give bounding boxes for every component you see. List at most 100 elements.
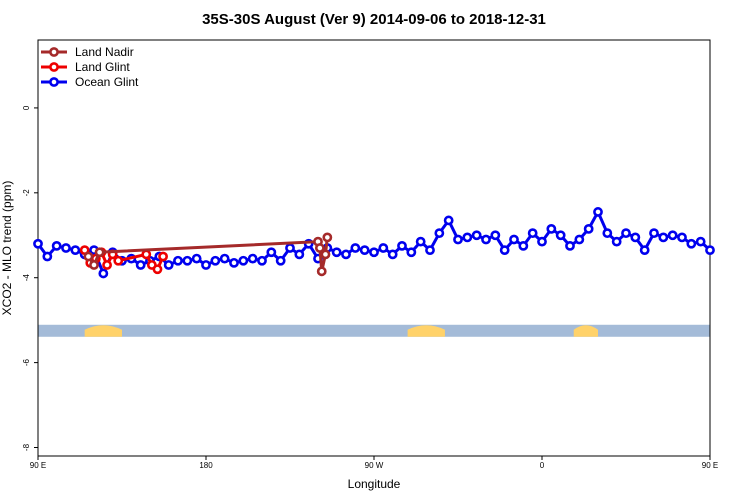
data-point — [593, 207, 603, 217]
data-point — [359, 245, 370, 256]
data-point — [89, 260, 99, 270]
x-tick-label: 90 E — [30, 461, 46, 470]
data-point — [406, 247, 417, 258]
data-point — [481, 234, 491, 245]
data-point — [397, 240, 407, 251]
data-point — [677, 232, 687, 243]
data-point — [415, 236, 426, 247]
data-point — [182, 255, 193, 266]
data-point — [583, 223, 594, 234]
data-point — [294, 249, 305, 260]
data-point — [113, 255, 124, 266]
data-point — [350, 243, 361, 253]
series-land-nadir — [83, 232, 333, 277]
data-point — [141, 249, 152, 260]
series-ocean-glint — [33, 207, 715, 279]
data-point — [33, 238, 43, 249]
data-point — [490, 230, 501, 241]
data-point — [320, 249, 331, 260]
data-point — [462, 232, 473, 243]
y-axis-label: XCO2 - MLO trend (ppm) — [0, 181, 14, 316]
data-point — [443, 215, 454, 226]
data-point — [434, 228, 445, 239]
data-point — [42, 251, 53, 262]
data-point — [201, 260, 211, 270]
legend-label: Ocean Glint — [75, 75, 139, 89]
data-point — [565, 240, 575, 251]
land-region — [573, 325, 598, 337]
data-point — [135, 260, 146, 270]
data-point — [574, 234, 585, 245]
y-tick-label: -6 — [22, 359, 31, 367]
x-axis-label: Longitude — [348, 477, 401, 491]
data-point — [658, 232, 669, 243]
legend-marker — [49, 62, 59, 72]
data-point — [316, 266, 327, 277]
data-point — [275, 255, 286, 266]
data-point — [695, 236, 706, 247]
data-point — [51, 240, 62, 251]
data-point — [163, 260, 174, 270]
data-point — [639, 245, 650, 256]
data-point — [630, 232, 641, 243]
data-point — [247, 253, 258, 264]
legend-item: Land Nadir — [41, 45, 134, 59]
data-point — [210, 255, 221, 266]
x-tick-label: 180 — [199, 461, 213, 470]
land-ocean-strip — [38, 324, 710, 337]
data-point — [705, 245, 715, 256]
data-point — [173, 255, 183, 266]
data-point — [537, 236, 547, 247]
data-point — [499, 245, 510, 256]
x-tick-label: 90 E — [702, 461, 718, 470]
data-point — [387, 249, 398, 260]
x-tick-label: 0 — [540, 461, 545, 470]
data-point — [238, 255, 249, 266]
ocean-band — [38, 324, 710, 337]
axis-ticks: 90 E 180 90 W 0 90 E 0 -2 -4 -6 -8 — [22, 105, 718, 470]
data-point — [527, 228, 538, 239]
data-point — [70, 245, 81, 256]
data-point — [378, 243, 389, 253]
data-point — [611, 236, 622, 247]
data-point — [649, 228, 659, 239]
data-point — [229, 257, 239, 268]
data-point — [314, 243, 325, 253]
data-point — [518, 240, 529, 251]
land-region — [407, 325, 445, 337]
data-point — [602, 228, 613, 239]
data-point — [266, 247, 277, 258]
chart-title: 35S-30S August (Ver 9) 2014-09-06 to 201… — [202, 11, 546, 28]
data-point — [102, 260, 112, 270]
series-layer — [33, 207, 715, 279]
data-point — [331, 247, 342, 258]
y-tick-label: -2 — [22, 189, 31, 197]
data-point — [621, 228, 631, 239]
data-point — [152, 264, 163, 275]
data-point — [158, 251, 168, 262]
legend-marker — [49, 47, 59, 57]
data-point — [83, 251, 94, 262]
data-point — [219, 253, 230, 264]
data-point — [471, 230, 482, 241]
y-tick-label: -8 — [22, 443, 31, 451]
data-point — [555, 230, 566, 241]
data-point — [285, 243, 295, 253]
data-point — [322, 232, 333, 243]
legend-item: Land Glint — [41, 60, 130, 74]
data-point — [686, 238, 697, 249]
y-tick-label: 0 — [22, 105, 31, 110]
y-tick-label: -4 — [22, 274, 31, 282]
legend-item: Ocean Glint — [41, 75, 139, 89]
data-point — [94, 247, 105, 258]
legend-label: Land Nadir — [75, 45, 134, 59]
data-point — [61, 243, 71, 253]
data-point — [191, 253, 202, 264]
legend-marker — [49, 77, 59, 87]
data-point — [257, 255, 267, 266]
data-point — [425, 245, 435, 256]
data-point — [369, 247, 379, 258]
land-region — [84, 325, 122, 337]
data-point — [667, 230, 678, 241]
